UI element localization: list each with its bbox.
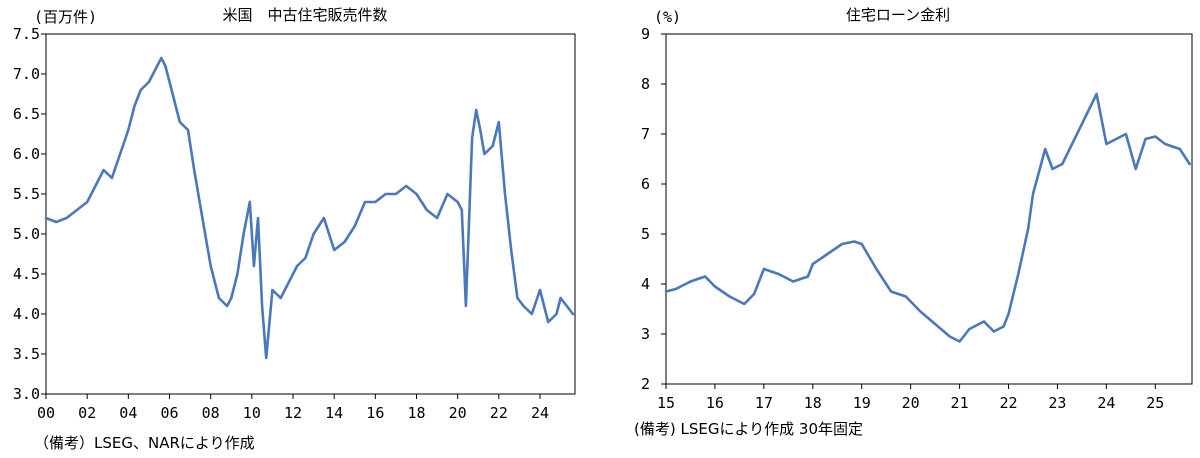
chart-right-y-tick-label: 7 xyxy=(641,125,650,143)
chart-right-x-tick-label: 24 xyxy=(1097,394,1115,412)
chart-right-note: (備考) LSEGにより作成 30年固定 xyxy=(634,420,863,438)
chart-right-x-tick-label: 23 xyxy=(1048,394,1066,412)
chart-left-x-tick-label: 00 xyxy=(37,404,55,422)
chart-right-x-tick-label: 16 xyxy=(706,394,724,412)
chart-left-y-tick-label: 3.5 xyxy=(13,345,40,363)
chart-left-x-tick-label: 14 xyxy=(325,404,343,422)
chart-left-y-tick-label: 4.0 xyxy=(13,305,40,323)
chart-right-x-tick-label: 20 xyxy=(902,394,920,412)
chart-left-plot-area xyxy=(45,33,576,395)
chart-right-y-tick-label: 5 xyxy=(641,225,650,243)
chart-right-x-tick-label: 17 xyxy=(755,394,773,412)
chart-left-y-tick-label: 6.5 xyxy=(13,105,40,123)
chart-left-x-tick-label: 24 xyxy=(531,404,549,422)
chart-right-y-tick-label: 8 xyxy=(641,75,650,93)
chart-left-x-tick-label: 18 xyxy=(407,404,425,422)
chart-right-title: 住宅ローン金利 xyxy=(846,6,950,24)
chart-left-y-tick-label: 5.5 xyxy=(13,185,40,203)
chart-left-x-tick-label: 02 xyxy=(78,404,96,422)
chart-right-y-tick-label: 9 xyxy=(641,25,650,43)
chart-right-x-tick-label: 25 xyxy=(1146,394,1164,412)
chart-left-y-axis: 3.0 3.5 4.0 4.5 5.0 5.5 6.0 6.5 7.0 7.5 xyxy=(13,25,46,403)
chart-right-series-group xyxy=(664,92,1191,343)
chart-left-note: （備考）LSEG、NARにより作成 xyxy=(34,434,255,452)
chart-left-y-tick-label: 6.0 xyxy=(13,145,40,163)
chart-right-x-tick-label: 21 xyxy=(951,394,969,412)
chart-right-y-tick-label: 4 xyxy=(641,275,650,293)
chart-right-x-tick-label: 22 xyxy=(999,394,1017,412)
chart-left-x-axis: 00 02 04 06 08 10 12 14 16 18 20 22 24 xyxy=(37,394,549,422)
chart-left-y-tick-label: 7.5 xyxy=(13,25,40,43)
chart-right-y-tick-label: 6 xyxy=(641,175,650,193)
chart-right-plot-area xyxy=(665,33,1193,385)
chart-right-y-tick-label: 2 xyxy=(641,375,650,393)
chart-left-x-tick-label: 04 xyxy=(119,404,137,422)
chart-left-x-tick-label: 10 xyxy=(243,404,261,422)
chart-left-x-tick-label: 16 xyxy=(366,404,384,422)
chart-right-unit-label: (%) xyxy=(654,8,681,26)
chart-right-y-tick-label: 3 xyxy=(641,325,650,343)
chart-left-x-tick-label: 22 xyxy=(490,404,508,422)
chart-left: 米国 中古住宅販売件数 (百万件) 3.0 3.5 4.0 4.5 5.0 5.5 6.0 6… xyxy=(13,6,576,452)
chart-left-y-tick-label: 4.5 xyxy=(13,265,40,283)
chart-left-y-tick-label: 5.0 xyxy=(13,225,40,243)
chart-left-x-tick-label: 20 xyxy=(449,404,467,422)
chart-right-x-tick-label: 19 xyxy=(853,394,871,412)
chart-right-x-tick-label: 18 xyxy=(804,394,822,412)
chart-left-x-tick-label: 06 xyxy=(160,404,178,422)
chart-left-x-tick-label: 08 xyxy=(202,404,220,422)
chart-left-y-tick-label: 3.0 xyxy=(13,385,40,403)
chart-left-y-tick-label: 7.0 xyxy=(13,65,40,83)
chart-left-series-group xyxy=(44,56,575,360)
chart-left-x-tick-label: 12 xyxy=(284,404,302,422)
chart-right-x-axis: 15 16 17 18 19 20 21 22 23 24 25 xyxy=(657,384,1164,412)
chart-left-title: 米国 中古住宅販売件数 xyxy=(222,6,387,24)
chart-right-series-line xyxy=(664,92,1191,343)
chart-left-series-line xyxy=(44,56,575,360)
chart-left-unit-label: (百万件) xyxy=(34,8,97,26)
chart-right-x-tick-label: 15 xyxy=(657,394,675,412)
chart-right-y-axis: 2 3 4 5 6 7 8 9 xyxy=(641,25,666,393)
